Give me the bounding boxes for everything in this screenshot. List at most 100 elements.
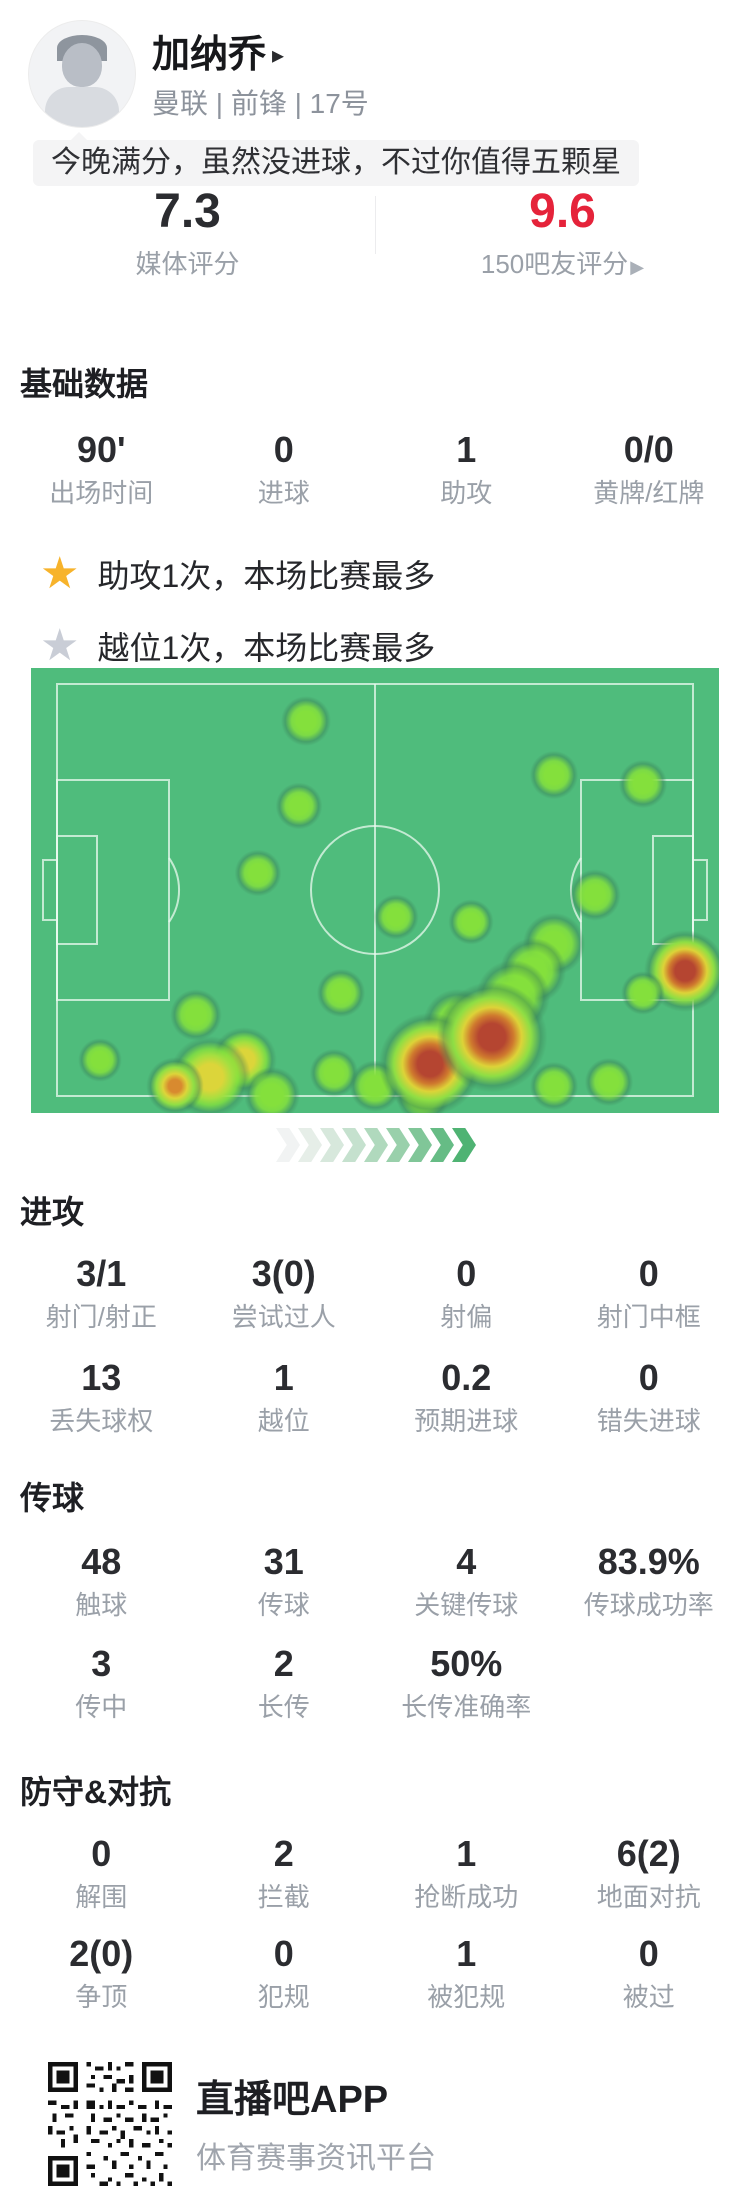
chevron-icon	[452, 1128, 476, 1162]
heatmap-blob	[388, 1060, 459, 1113]
stat-value: 2	[273, 1643, 294, 1684]
stat-value: 2	[273, 1833, 294, 1874]
stat-value: 1	[456, 1933, 477, 1974]
stat-cell: 90' 出场时间	[10, 428, 193, 510]
media-rating-value: 7.3	[154, 185, 221, 238]
heatmap-blob	[634, 920, 719, 1021]
heatmap-blob	[309, 961, 372, 1024]
heatmap-blob	[163, 982, 230, 1049]
chevron-icon	[430, 1128, 454, 1162]
stat-value: 83.9%	[597, 1541, 700, 1582]
stat-cell-empty	[558, 1642, 741, 1724]
passing-stats-row-2: 3 传中 2 长传 50% 长传准确率	[10, 1642, 740, 1724]
stat-label: 拦截	[257, 1882, 310, 1912]
attack-stats-row-2: 13 丢失球权 1 越位 0.2 预期进球 0 错失进球	[10, 1356, 740, 1438]
section-title-basic: 基础数据	[20, 366, 149, 402]
stat-value: 1	[456, 1833, 477, 1874]
avatar-head	[62, 43, 102, 87]
basic-stats-row: 90' 出场时间 0 进球 1 助攻 0/0 黄牌/红牌	[10, 428, 740, 510]
stat-cell: 0 解围	[10, 1832, 193, 1914]
stat-label: 出场时间	[49, 478, 154, 508]
stat-label: 犯规	[257, 1982, 310, 2012]
stat-label: 抢断成功	[414, 1882, 519, 1912]
fans-rating-label: 150吧友评分 ▶	[480, 249, 645, 279]
footer-tagline: 体育赛事资讯平台	[196, 2142, 436, 2175]
heatmap-blob	[465, 949, 561, 1045]
stat-cell: 0 进球	[193, 428, 376, 510]
heatmap-blob	[522, 743, 585, 806]
stat-cell: 1 抢断成功	[375, 1832, 558, 1914]
stat-label: 助攻	[440, 478, 493, 508]
heatmap-blob	[442, 892, 501, 951]
heatmap-blob	[562, 861, 629, 928]
defense-stats-row-2: 2(0) 争顶 0 犯规 1 被犯规 0 被过	[10, 1932, 740, 2014]
stat-cell: 2 拦截	[193, 1832, 376, 1914]
player-subtitle: 曼联 | 前锋 | 17号	[152, 88, 369, 119]
stat-value: 4	[456, 1541, 477, 1582]
stat-value: 0	[91, 1833, 112, 1874]
stat-value: 3	[91, 1643, 112, 1684]
fans-rating[interactable]: 9.6 150吧友评分 ▶	[375, 184, 750, 283]
stat-label: 错失进球	[596, 1406, 701, 1436]
heatmap-blob	[269, 775, 330, 836]
chevron-divider-icon	[0, 1127, 750, 1163]
stat-label: 解围	[75, 1882, 128, 1912]
stat-value: 0	[638, 1253, 659, 1294]
stat-value: 0.2	[441, 1357, 492, 1398]
highlight-row-assist: ★ 助攻1次，本场比赛最多	[40, 548, 435, 600]
heatmap-blob	[159, 1027, 260, 1113]
heatmap-blob	[274, 689, 339, 754]
stat-label: 传中	[75, 1692, 128, 1722]
stat-label: 预期进球	[414, 1406, 519, 1436]
stat-cell: 1 助攻	[375, 428, 558, 510]
stat-value: 50%	[430, 1643, 503, 1684]
stat-label: 尝试过人	[231, 1302, 336, 1332]
section-title-passing: 传球	[20, 1480, 85, 1516]
heatmap-blob	[71, 1031, 128, 1088]
stat-value: 0/0	[623, 429, 674, 470]
stat-value: 1	[273, 1357, 294, 1398]
stat-value: 0	[638, 1357, 659, 1398]
comment-banner: 今晚满分，虽然没进球，不过你值得五颗星	[33, 132, 639, 186]
attack-stats-row-1: 3/1 射门/射正 3(0) 尝试过人 0 射偏 0 射门中框	[10, 1252, 740, 1334]
player-avatar[interactable]	[28, 20, 136, 128]
heatmap-blob	[412, 979, 503, 1069]
chevron-icon	[408, 1128, 432, 1162]
chevron-icon	[364, 1128, 388, 1162]
stat-value: 0	[273, 1933, 294, 1974]
qr-code	[48, 2062, 172, 2186]
stat-label: 争顶	[75, 1982, 128, 2012]
media-rating: 7.3 媒体评分	[0, 184, 375, 280]
chevron-icon	[386, 1128, 410, 1162]
chevron-icon	[342, 1128, 366, 1162]
stat-label: 射门中框	[596, 1302, 701, 1332]
heatmap-blob	[204, 1019, 285, 1100]
stat-value: 3/1	[76, 1253, 127, 1294]
heatmap-blob	[235, 1059, 308, 1113]
stat-cell: 0/0 黄牌/红牌	[558, 428, 741, 510]
stat-label: 被过	[622, 1982, 675, 2012]
media-rating-label: 媒体评分	[135, 249, 240, 279]
stat-cell: 0 射门中框	[558, 1252, 741, 1334]
chevron-icon	[320, 1128, 344, 1162]
heatmap-blob	[522, 1055, 585, 1113]
stat-cell: 0 被过	[558, 1932, 741, 2014]
stat-label: 长传	[257, 1692, 310, 1722]
avatar-shoulders	[45, 87, 119, 127]
stat-label: 传球成功率	[583, 1590, 714, 1620]
stat-value: 1	[456, 429, 477, 470]
heatmap-pitch	[31, 668, 719, 1113]
stat-value: 48	[81, 1541, 122, 1582]
chevron-icon	[298, 1128, 322, 1162]
stat-cell: 1 被犯规	[375, 1932, 558, 2014]
player-name-row[interactable]: 加纳乔 ▸	[152, 32, 284, 79]
heatmap-blob	[490, 928, 576, 1014]
section-title-attack: 进攻	[20, 1194, 85, 1230]
stat-value: 0	[456, 1253, 477, 1294]
heatmap-blob	[342, 1053, 408, 1113]
highlight-text: 助攻1次，本场比赛最多	[97, 558, 436, 594]
footer-app-name: 直播吧APP	[196, 2079, 389, 2121]
stat-value: 2(0)	[69, 1933, 134, 1974]
gold-star-icon: ★	[40, 549, 80, 598]
stat-cell: 13 丢失球权	[10, 1356, 193, 1438]
